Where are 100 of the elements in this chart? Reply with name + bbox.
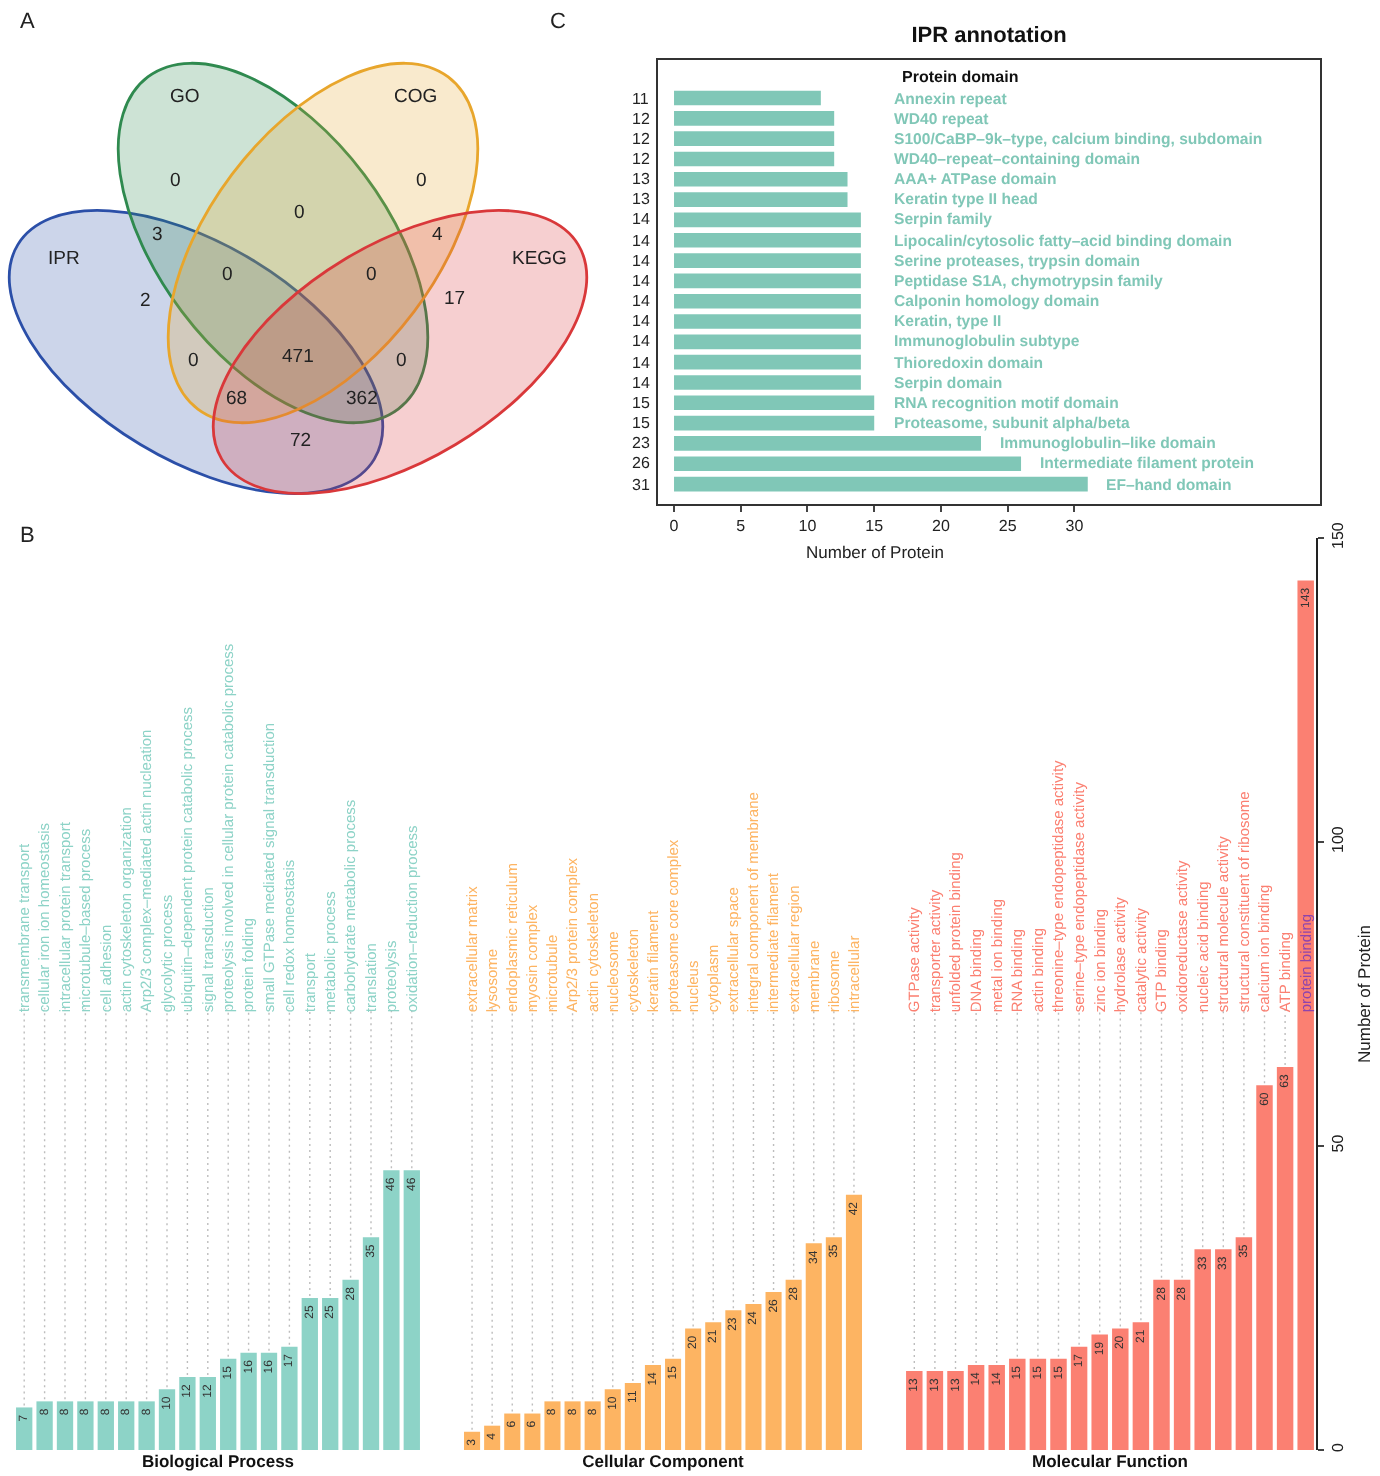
bar	[674, 273, 861, 289]
data-label: 14	[632, 332, 651, 350]
bar	[342, 1279, 359, 1450]
bar	[36, 1401, 53, 1450]
data-label: 14	[632, 354, 651, 372]
x-tick-label: 25	[998, 517, 1018, 536]
text: 3	[152, 224, 163, 246]
data-label: 14	[632, 272, 651, 290]
bar	[544, 1401, 561, 1450]
bar	[77, 1401, 94, 1450]
text: C	[550, 10, 566, 34]
bar	[179, 1377, 196, 1450]
bar	[383, 1170, 400, 1450]
bar	[674, 314, 861, 329]
y-axis-title: Number of Protein	[1354, 924, 1375, 1063]
data-label: 14	[632, 292, 651, 310]
bar	[845, 1194, 862, 1450]
bar	[260, 1352, 278, 1450]
y-axis-title: Protein domain	[902, 68, 1019, 86]
text: 0	[416, 170, 427, 192]
bar	[16, 1407, 33, 1450]
data-label: 14	[632, 232, 651, 250]
text: 362	[346, 388, 378, 410]
bar	[1215, 1249, 1232, 1450]
bar	[674, 90, 821, 106]
bar	[1297, 580, 1314, 1450]
bar	[674, 131, 835, 146]
bar	[1009, 1358, 1026, 1450]
data-label: 31	[632, 476, 651, 494]
bar	[725, 1310, 742, 1450]
bar	[1235, 1237, 1253, 1450]
x-axis-title: Biological Process	[141, 1450, 295, 1471]
bar	[1029, 1358, 1047, 1450]
x-tick-label: 5	[736, 517, 747, 536]
bar	[240, 1352, 257, 1450]
bar	[97, 1401, 114, 1450]
chart-title: IPR annotation	[911, 23, 1068, 48]
text: GO	[170, 86, 200, 108]
bar	[674, 253, 861, 268]
bar	[1276, 1066, 1294, 1450]
data-label: 12	[632, 150, 651, 168]
bar	[906, 1370, 923, 1450]
bar	[674, 334, 861, 350]
bar	[674, 192, 848, 207]
annotation: B	[20, 524, 35, 548]
bar	[967, 1364, 985, 1450]
y-tick-label: 150	[1329, 521, 1348, 549]
bar	[947, 1370, 964, 1450]
text: 0	[396, 350, 407, 372]
data-label: 14	[632, 210, 651, 228]
bar	[825, 1237, 842, 1450]
y-tick-label: 0	[1329, 1442, 1348, 1453]
bar	[1112, 1328, 1129, 1450]
bar	[674, 436, 981, 451]
data-label: 14	[632, 312, 651, 330]
bar	[805, 1243, 822, 1450]
bar	[1091, 1334, 1108, 1450]
x-axis-title: Molecular Function	[1032, 1450, 1188, 1471]
bar	[674, 293, 861, 309]
bar	[624, 1383, 641, 1450]
text: A	[20, 10, 36, 34]
data-label: 26	[632, 454, 651, 472]
bar	[674, 375, 861, 390]
data-label: 15	[632, 394, 651, 412]
bar	[1132, 1322, 1150, 1450]
bar	[674, 354, 861, 370]
bar	[644, 1364, 661, 1450]
x-tick-label: 10	[798, 517, 818, 536]
bar	[674, 171, 848, 187]
text: KEGG	[512, 248, 567, 270]
data-label: 14	[632, 252, 651, 270]
text: IPR	[48, 248, 80, 270]
bar	[665, 1358, 682, 1450]
bar	[745, 1304, 762, 1450]
text: 4	[432, 224, 443, 246]
text: 471	[282, 346, 314, 368]
text: 0	[294, 202, 305, 224]
text: 0	[366, 264, 377, 286]
bar	[524, 1413, 541, 1450]
bar	[118, 1401, 135, 1450]
bar	[362, 1237, 380, 1450]
bar	[674, 395, 875, 411]
x-tick-label: 20	[932, 517, 951, 536]
x-tick-label: 0	[669, 517, 680, 536]
data-label: 13	[632, 170, 651, 188]
bar	[674, 232, 861, 248]
bar	[138, 1401, 155, 1450]
bar	[685, 1328, 702, 1450]
bar	[674, 415, 875, 431]
data-label: 23	[632, 434, 651, 452]
bar	[301, 1298, 318, 1450]
bar	[674, 212, 861, 228]
bar	[1050, 1358, 1067, 1450]
text: 68	[226, 388, 248, 410]
bar	[1194, 1249, 1211, 1450]
y-tick-label: 50	[1329, 1133, 1348, 1153]
text: 72	[290, 430, 312, 452]
data-label: 15	[632, 414, 651, 432]
x-axis-title: Number of Protein	[806, 542, 945, 562]
x-tick-label: 30	[1065, 517, 1085, 536]
